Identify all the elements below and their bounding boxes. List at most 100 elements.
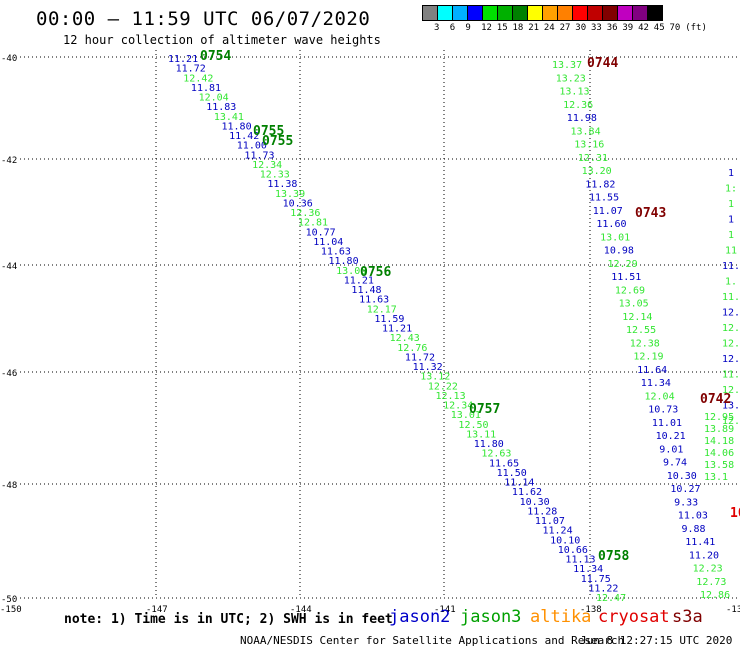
track-value: 11.80 [222, 121, 252, 132]
edge-value: 13.89 [704, 424, 734, 435]
track-value: 12.34 [252, 160, 282, 171]
track-value: 10.36 [283, 198, 313, 209]
track-value: 10.66 [558, 545, 588, 556]
track-value: 12.86 [700, 590, 730, 601]
edge-value: 11.9 [722, 261, 740, 272]
track-value: 11.82 [585, 179, 615, 190]
track-value: 12.14 [622, 312, 652, 323]
track-value: 11.73 [244, 150, 274, 161]
track-value: 13.01 [451, 410, 481, 421]
legend-altika: altika [530, 607, 592, 627]
track-value: 11.42 [229, 131, 259, 142]
edge-value: 13.1 [704, 472, 728, 483]
track-value: 11.62 [512, 487, 542, 498]
track-value: 11.59 [374, 314, 404, 325]
legend-cryosat: cryosat [598, 607, 670, 627]
track-value: 11.20 [689, 550, 719, 561]
edge-value: 14.06 [704, 448, 734, 459]
edge-value: 1 [728, 199, 734, 210]
time-mark: 0756 [360, 265, 391, 280]
track-value: 12.69 [615, 285, 645, 296]
track-value: 12.47 [596, 593, 626, 604]
track-value: 11.34 [641, 378, 671, 389]
scale-label: 30 [575, 23, 587, 33]
legend-jason2: jason2 [389, 607, 451, 627]
scale-label: 24 [543, 23, 555, 33]
scale-label: 12 [481, 23, 492, 33]
track-value: 11.32 [413, 362, 443, 373]
track-value: 12.63 [481, 449, 511, 460]
track-value: 11.64 [637, 365, 667, 376]
lon-label: -147 [146, 605, 168, 615]
track-value: 11.60 [596, 219, 626, 230]
track-value: 11.48 [351, 285, 381, 296]
track-value: 11.01 [652, 418, 682, 429]
time-mark: 0755 [253, 124, 284, 139]
track-value: 10.98 [604, 246, 634, 257]
lon-label: -138 [580, 605, 602, 615]
track-value: 11.63 [359, 295, 389, 306]
track-value: 12.23 [693, 564, 723, 575]
scale-label: 39 [622, 23, 634, 33]
track-value: 10.73 [648, 405, 678, 416]
track-value: 11.98 [567, 113, 597, 124]
legend-s3a: s3a [672, 607, 703, 627]
track-value: 11.04 [313, 237, 343, 248]
track-value: 11.50 [497, 468, 527, 479]
track-value: 12.42 [183, 73, 213, 84]
track-value: 13.41 [214, 112, 244, 123]
track-value: 11.13 [565, 555, 595, 566]
track-value: 11.65 [489, 458, 519, 469]
track-value: 12.55 [626, 325, 656, 336]
track-value: 12.50 [458, 420, 488, 431]
lon-label: -144 [290, 605, 312, 615]
scale-label: 36 [606, 23, 618, 33]
track-value: 11.80 [474, 439, 504, 450]
track-value: 13.13 [559, 87, 589, 98]
scale-label: 3 [434, 23, 440, 33]
track-value: 12.04 [199, 93, 229, 104]
scale-label: 9 [465, 23, 471, 33]
color-scale: 3 6 9 12 15 18 21 24 27 30 33 36 39 42 45 70 (ft) [422, 5, 707, 33]
scale-label: (ft) [685, 23, 707, 33]
track-value: 9.33 [674, 497, 698, 508]
scale-label: 33 [591, 23, 602, 33]
edge-value: 13.58 [704, 460, 734, 471]
map-title: 00:00 – 11:59 UTC 06/07/2020 [36, 8, 371, 30]
track-value: 12.36 [290, 208, 320, 219]
note-text: note: 1) Time is in UTC; 2) SWH is in fe… [64, 612, 393, 627]
track-value: 11.63 [321, 247, 351, 258]
edge-value: 12.93 [722, 416, 740, 427]
edge-value: 12.57 [722, 354, 740, 365]
track-value: 11.38 [267, 179, 297, 190]
lon-label: -135 [726, 605, 740, 615]
lat-label: -50 [1, 595, 17, 605]
lat-label: -46 [1, 369, 17, 379]
track-value: 10.21 [656, 431, 686, 442]
track-value: 13.23 [556, 73, 586, 84]
edge-value: 1 [728, 168, 734, 179]
time-mark: 0758 [598, 549, 629, 564]
track-value: 12.31 [578, 153, 608, 164]
edge-value: 1 [728, 215, 734, 226]
scale-label: 27 [559, 23, 571, 33]
scale-swatch [647, 5, 663, 21]
edge-value: 14.18 [704, 436, 734, 447]
scale-label: 18 [512, 23, 524, 33]
footer-credit: NOAA/NESDIS Center for Satellite Applica… [240, 634, 625, 647]
track-value: 10.30 [520, 497, 550, 508]
track-value: 13.37 [552, 60, 582, 71]
track-value: 11.00 [237, 141, 267, 152]
edge-value: 12.31 [722, 385, 740, 396]
track-value: 11.81 [191, 83, 221, 94]
scale-label: 42 [638, 23, 649, 33]
legend-jason3: jason3 [460, 607, 522, 627]
track-value: 12.17 [367, 304, 397, 315]
time-mark: 0742 [700, 392, 731, 407]
track-value: 13.84 [571, 126, 601, 137]
scale-label: 70 [669, 23, 681, 33]
track-value: 12.29 [608, 259, 638, 270]
track-value: 12.43 [390, 333, 420, 344]
edge-value: 11 [725, 246, 737, 257]
